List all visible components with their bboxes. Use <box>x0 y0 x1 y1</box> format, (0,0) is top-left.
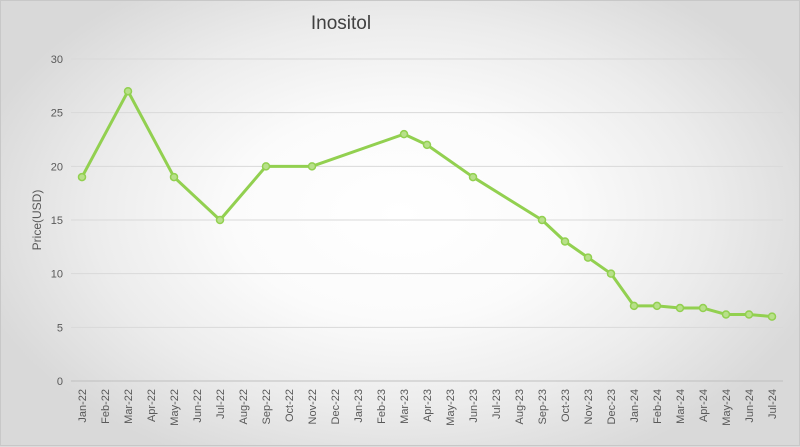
data-point <box>698 303 708 313</box>
x-tick-label: Jul-24 <box>767 389 779 419</box>
data-point <box>744 310 754 319</box>
data-point <box>307 162 317 171</box>
x-tick-label: Oct-22 <box>284 389 296 422</box>
y-tick-label: 25 <box>51 108 63 120</box>
x-tick-label: Jul-22 <box>215 389 227 419</box>
data-point <box>675 303 685 313</box>
data-point <box>77 172 87 182</box>
data-point <box>767 312 777 321</box>
data-point <box>583 253 593 262</box>
data-point <box>422 140 432 150</box>
x-tick-label: Aug-23 <box>514 389 526 424</box>
x-axis-ticks: Jan-22 Feb-22 Mar-22 Apr-22 May-22 Jun-22 Jul-… <box>77 389 779 426</box>
series-line <box>80 89 774 319</box>
x-tick-label: Aug-22 <box>238 389 250 424</box>
x-tick-label: Apr-22 <box>146 389 158 422</box>
y-tick-label: 0 <box>57 376 63 388</box>
x-tick-label: May-24 <box>721 389 733 426</box>
x-tick-label: Dec-23 <box>606 389 618 424</box>
x-tick-label: May-22 <box>169 389 181 426</box>
x-tick-label: Mar-24 <box>675 389 687 424</box>
data-point <box>169 172 179 182</box>
x-tick-label: Feb-24 <box>652 389 664 424</box>
data-point <box>652 301 662 311</box>
x-tick-label: Feb-22 <box>100 389 112 424</box>
x-tick-label: Sep-22 <box>261 389 273 424</box>
x-tick-label: Dec-22 <box>330 389 342 424</box>
x-tick-label: Mar-23 <box>399 389 411 424</box>
x-tick-label: Jun-24 <box>744 389 756 423</box>
data-point <box>261 162 271 171</box>
x-tick-label: Oct-23 <box>560 389 572 422</box>
y-tick-label: 15 <box>51 215 63 227</box>
x-tick-label: Jun-23 <box>468 389 480 423</box>
data-point <box>215 215 225 225</box>
x-tick-label: Nov-22 <box>307 389 319 424</box>
x-tick-label: Jan-24 <box>629 389 641 423</box>
y-tick-label: 10 <box>51 269 63 281</box>
gridlines <box>71 58 783 328</box>
y-tick-label: 5 <box>57 322 63 334</box>
x-tick-label: May-23 <box>445 389 457 426</box>
data-point <box>123 86 133 96</box>
x-tick-label: Mar-22 <box>123 389 135 424</box>
y-axis-ticks: 0 5 10 15 20 25 30 <box>51 54 63 388</box>
data-point <box>606 269 616 278</box>
data-point <box>560 237 570 246</box>
x-tick-label: Apr-23 <box>422 389 434 422</box>
x-tick-label: Feb-23 <box>376 389 388 424</box>
data-point <box>629 301 639 311</box>
series-layer <box>77 86 777 321</box>
x-tick-label: Jan-22 <box>77 389 89 423</box>
x-tick-label: Jun-22 <box>192 389 204 423</box>
data-point <box>468 172 478 182</box>
x-tick-label: Jul-23 <box>491 389 503 419</box>
data-point <box>721 310 731 319</box>
y-tick-label: 30 <box>51 54 63 66</box>
y-tick-label: 20 <box>51 161 63 173</box>
x-tick-label: Nov-23 <box>583 389 595 424</box>
data-point <box>537 215 547 225</box>
chart-title: Inositol <box>311 13 371 34</box>
y-axis-title: Price(USD) <box>30 190 44 251</box>
x-tick-label: Apr-24 <box>698 389 710 422</box>
x-tick-label: Sep-23 <box>537 389 549 424</box>
x-tick-label: Jan-23 <box>353 389 365 423</box>
data-point <box>399 129 409 139</box>
